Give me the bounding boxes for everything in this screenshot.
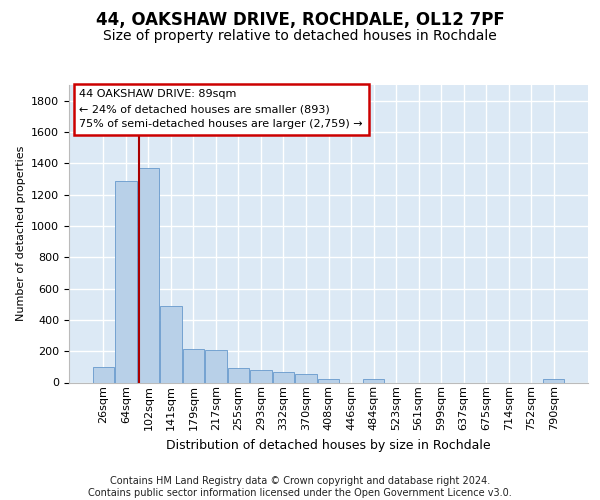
Bar bbox=[295, 374, 317, 382]
Bar bbox=[228, 368, 249, 382]
Bar bbox=[205, 350, 227, 382]
Text: Size of property relative to detached houses in Rochdale: Size of property relative to detached ho… bbox=[103, 29, 497, 43]
Bar bbox=[182, 349, 204, 382]
Text: 44, OAKSHAW DRIVE, ROCHDALE, OL12 7PF: 44, OAKSHAW DRIVE, ROCHDALE, OL12 7PF bbox=[95, 11, 505, 29]
Bar bbox=[115, 180, 137, 382]
Bar bbox=[543, 380, 565, 382]
Bar bbox=[160, 306, 182, 382]
Text: Contains HM Land Registry data © Crown copyright and database right 2024.
Contai: Contains HM Land Registry data © Crown c… bbox=[88, 476, 512, 498]
Text: 44 OAKSHAW DRIVE: 89sqm
← 24% of detached houses are smaller (893)
75% of semi-d: 44 OAKSHAW DRIVE: 89sqm ← 24% of detache… bbox=[79, 90, 363, 129]
Bar bbox=[137, 168, 159, 382]
Bar bbox=[250, 370, 272, 382]
Bar bbox=[92, 367, 114, 382]
Bar bbox=[363, 380, 384, 382]
X-axis label: Distribution of detached houses by size in Rochdale: Distribution of detached houses by size … bbox=[166, 438, 491, 452]
Bar bbox=[318, 378, 339, 382]
Y-axis label: Number of detached properties: Number of detached properties bbox=[16, 146, 26, 322]
Bar bbox=[273, 372, 294, 382]
